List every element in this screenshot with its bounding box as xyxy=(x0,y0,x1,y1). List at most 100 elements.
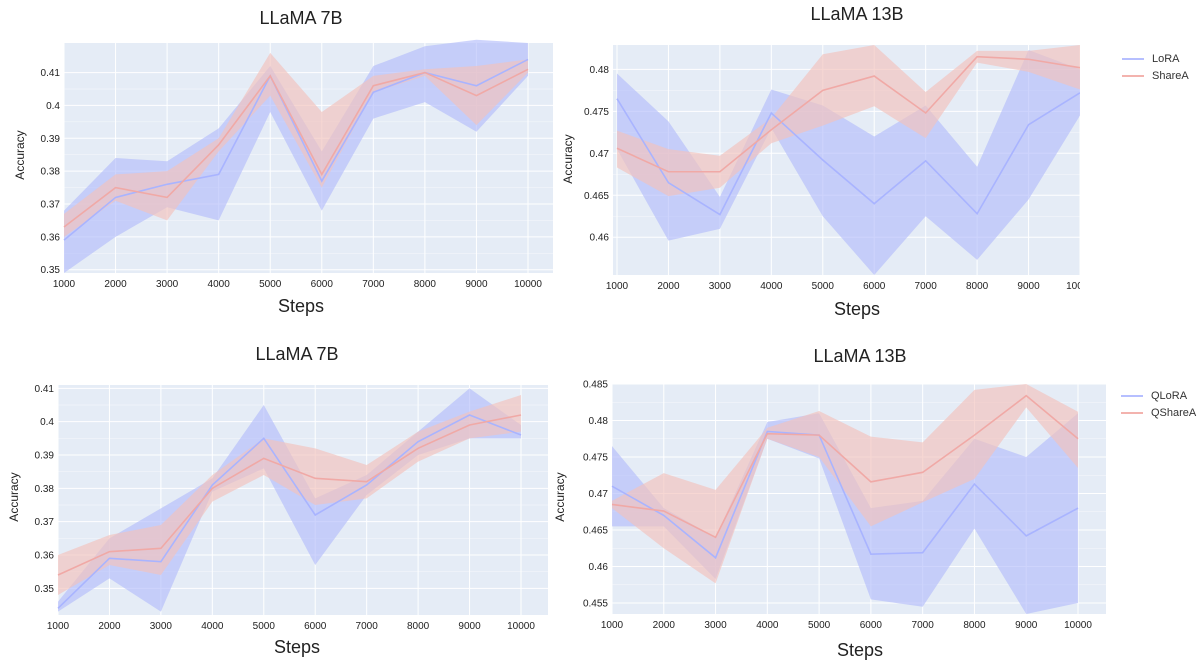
x-tick-label: 8000 xyxy=(966,281,989,292)
x-tick-label: 6000 xyxy=(304,621,327,632)
y-tick-label: 0.37 xyxy=(35,517,55,528)
x-tick-label: 1000 xyxy=(47,621,70,632)
y-tick-label: 0.39 xyxy=(41,134,61,145)
y-tick-label: 0.46 xyxy=(589,562,609,573)
legend-swatch-sharea xyxy=(1122,74,1144,77)
x-tick-label: 2000 xyxy=(104,279,127,290)
y-tick-label: 0.465 xyxy=(583,526,608,537)
x-tick-label: 8000 xyxy=(963,620,986,631)
legend-item-sharea: ShareA xyxy=(1122,67,1189,84)
x-tick-label: 2000 xyxy=(98,621,121,632)
x-tick-label: 7000 xyxy=(362,279,385,290)
x-tick-label: 1000 xyxy=(53,279,76,290)
y-tick-label: 0.4 xyxy=(40,417,54,428)
band-red-1 xyxy=(64,52,528,237)
y-tick-label: 0.41 xyxy=(41,68,61,79)
legend-swatch-qsharea xyxy=(1121,411,1143,414)
panel-title-bl: LLaMA 7B xyxy=(255,344,339,364)
legend-item-lora: LoRA xyxy=(1122,50,1189,67)
y-tick-label: 0.36 xyxy=(41,232,61,243)
line-red-1 xyxy=(57,414,522,576)
legend-label-qlora: QLoRA xyxy=(1151,389,1188,402)
x-tick-label: 6000 xyxy=(311,279,334,290)
x-tick-label: 10000 xyxy=(507,621,535,632)
x-tick-label: 9000 xyxy=(458,621,481,632)
y-tick-label: 0.41 xyxy=(35,384,55,395)
legend-item-qsharea: QShareA xyxy=(1121,404,1196,421)
band-blue-0 xyxy=(64,39,528,273)
y-tick-label: 0.46 xyxy=(590,233,610,244)
x-tick-label: 1000 xyxy=(606,281,629,292)
y-tick-label: 0.36 xyxy=(35,551,55,562)
x-tick-label: 6000 xyxy=(860,620,883,631)
y-tick-label: 0.39 xyxy=(35,451,55,462)
x-tick-label: 3000 xyxy=(156,279,179,290)
line-lora xyxy=(616,92,1080,216)
y-tick-label: 0.475 xyxy=(584,107,609,118)
x-tick-label: 3000 xyxy=(709,281,732,292)
band-red-1 xyxy=(58,395,521,595)
y-tick-label: 0.38 xyxy=(41,167,61,178)
legend-br: QLoRA QShareA xyxy=(1121,387,1196,421)
line-qlora xyxy=(611,430,1079,560)
legend-label-sharea: ShareA xyxy=(1152,69,1189,82)
x-tick-label: 9000 xyxy=(465,279,488,290)
x-tick-label: 7000 xyxy=(912,620,935,631)
legend-label-qsharea: QShareA xyxy=(1151,406,1197,419)
x-tick-label: 10000 xyxy=(1066,281,1080,292)
panel-title-tl: LLaMA 7B xyxy=(259,8,343,28)
x-tick-label: 5000 xyxy=(253,621,276,632)
band-qsharea xyxy=(612,384,1078,584)
x-axis-label-tr: Steps xyxy=(833,299,881,319)
band-lora xyxy=(617,50,1080,275)
chart-br: 1000 2000 3000 4000 5000 6000 7000 8000 9000 1000… xyxy=(583,380,1106,631)
x-tick-label: 9000 xyxy=(1017,281,1040,292)
x-tick-label: 5000 xyxy=(812,281,835,292)
x-tick-label: 2000 xyxy=(653,620,676,631)
legend-label-lora: LoRA xyxy=(1152,52,1180,65)
x-tick-label: 7000 xyxy=(915,281,938,292)
x-tick-label: 3000 xyxy=(150,621,173,632)
legend-swatch-qlora xyxy=(1121,394,1143,397)
x-tick-label: 8000 xyxy=(407,621,430,632)
x-tick-label: 10000 xyxy=(514,279,542,290)
x-tick-label: 4000 xyxy=(201,621,224,632)
x-tick-label: 10000 xyxy=(1064,620,1092,631)
x-tick-label: 4000 xyxy=(756,620,779,631)
x-axis-label-tl: Steps xyxy=(277,296,325,316)
legend-tr: LoRA ShareA xyxy=(1122,50,1189,84)
chart-tr: 1000 2000 3000 4000 5000 6000 7000 8000 9000 1000… xyxy=(584,45,1080,292)
x-tick-label: 1000 xyxy=(601,620,624,631)
y-tick-label: 0.4 xyxy=(46,101,60,112)
legend-item-qlora: QLoRA xyxy=(1121,387,1196,404)
line-qsharea xyxy=(611,394,1079,539)
x-tick-label: 8000 xyxy=(414,279,437,290)
panel-title-br: LLaMA 13B xyxy=(813,346,907,366)
x-tick-label: 5000 xyxy=(259,279,282,290)
line-blue-0 xyxy=(57,414,522,609)
line-red-1 xyxy=(63,68,529,228)
line-blue-0 xyxy=(63,58,529,241)
legend-swatch-lora xyxy=(1122,57,1144,60)
y-tick-label: 0.37 xyxy=(41,200,61,211)
y-tick-label: 0.48 xyxy=(590,65,610,76)
y-tick-label: 0.47 xyxy=(590,149,610,160)
y-tick-label: 0.47 xyxy=(589,489,609,500)
x-tick-label: 4000 xyxy=(760,281,783,292)
y-tick-label: 0.48 xyxy=(589,416,609,427)
x-tick-label: 6000 xyxy=(863,281,886,292)
x-axis-label-br: Steps xyxy=(836,640,884,660)
x-tick-label: 5000 xyxy=(808,620,831,631)
chart-bl: 1000 2000 3000 4000 5000 6000 7000 8000 9000 1000… xyxy=(35,384,548,632)
y-tick-label: 0.35 xyxy=(41,265,61,276)
x-tick-label: 4000 xyxy=(208,279,231,290)
x-tick-label: 7000 xyxy=(356,621,379,632)
line-sharea xyxy=(616,55,1080,173)
x-axis-label-bl: Steps xyxy=(273,637,321,657)
y-tick-label: 0.475 xyxy=(583,453,608,464)
y-tick-label: 0.38 xyxy=(35,484,55,495)
panel-title-tr: LLaMA 13B xyxy=(810,4,904,24)
y-tick-label: 0.455 xyxy=(583,599,608,610)
y-tick-label: 0.485 xyxy=(583,380,608,391)
y-tick-label: 0.35 xyxy=(35,584,55,595)
